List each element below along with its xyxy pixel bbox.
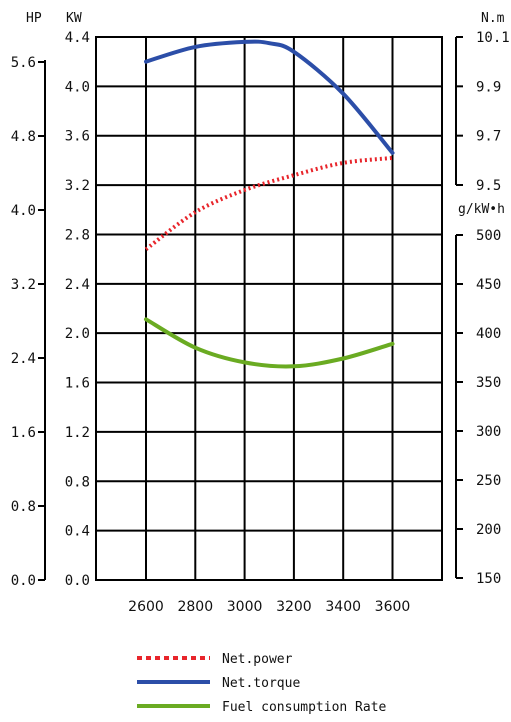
x-axis: 2600 2800 3000 3200 3400 3600 <box>128 599 410 615</box>
fuel-tick-label: 350 <box>476 375 501 391</box>
kw-tick-label: 1.6 <box>65 376 90 392</box>
torque-axis-label: N.m <box>481 11 505 26</box>
hp-tick-label: 2.4 <box>11 351 36 367</box>
kw-tick-label: 0.8 <box>65 474 90 490</box>
fuel-tick-label: 400 <box>476 326 501 342</box>
hp-tick-label: 5.6 <box>11 55 36 71</box>
hp-tick-label: 0.0 <box>11 573 36 589</box>
series-line-net-power <box>144 155 393 251</box>
kw-axis-label: KW <box>66 11 82 26</box>
fuel-axis-label: g/kW•h <box>458 202 505 217</box>
x-tick-label: 2800 <box>177 599 213 615</box>
kw-tick-label: 3.6 <box>65 129 90 145</box>
x-tick-label: 3600 <box>375 599 411 615</box>
fuel-tick-label: 150 <box>476 571 501 587</box>
series-line-net-torque <box>144 39 395 155</box>
x-tick-label: 3200 <box>276 599 312 615</box>
hp-axis-label: HP <box>26 11 42 26</box>
legend-label-fuel-consumption-rate: Fuel consumption Rate <box>222 700 387 715</box>
fuel-tick-label: 200 <box>476 522 501 538</box>
plot-border <box>95 36 443 581</box>
fuel-tick-label: 250 <box>476 473 501 489</box>
torque-tick-label: 9.9 <box>476 79 501 95</box>
fuel-tick-label: 300 <box>476 424 501 440</box>
x-tick-label: 2600 <box>128 599 164 615</box>
series-lines <box>144 39 395 369</box>
kw-tick-label: 1.2 <box>65 425 90 441</box>
kw-tick-label: 4.4 <box>65 30 90 46</box>
series-line-fuel-consumption-rate <box>144 317 395 369</box>
hp-tick-label: 4.0 <box>11 203 36 219</box>
kw-tick-label: 0.4 <box>65 524 90 540</box>
fuel-axis: 500 450 400 350 300 250 200 150 <box>455 228 501 587</box>
hp-axis: 5.6 4.8 4.0 3.2 2.4 1.6 0.8 0.0 <box>11 55 46 589</box>
kw-tick-label: 4.0 <box>65 79 90 95</box>
torque-axis: 10.1 9.9 9.7 9.5 <box>455 30 510 194</box>
torque-tick-label: 9.5 <box>476 178 501 194</box>
torque-tick-label: 9.7 <box>476 129 501 145</box>
hp-tick-label: 1.6 <box>11 425 36 441</box>
x-tick-label: 3000 <box>227 599 263 615</box>
fuel-tick-label: 500 <box>476 228 501 244</box>
kw-tick-label: 2.0 <box>65 326 90 342</box>
hp-tick-label: 4.8 <box>11 129 36 145</box>
grid <box>96 37 442 580</box>
kw-tick-label: 0.0 <box>65 573 90 589</box>
kw-tick-label: 3.2 <box>65 178 90 194</box>
hp-tick-label: 0.8 <box>11 499 36 515</box>
legend-label-net-power: Net.power <box>222 652 293 667</box>
plot-frame <box>95 36 443 581</box>
kw-tick-label: 2.8 <box>65 227 90 243</box>
legend-label-net-torque: Net.torque <box>222 676 300 691</box>
kw-axis: 4.4 4.0 3.6 3.2 2.8 2.4 2.0 1.6 1.2 0.8 0.4 0.0 <box>65 30 90 589</box>
hp-tick-label: 3.2 <box>11 277 36 293</box>
torque-tick-label: 10.1 <box>476 30 510 46</box>
kw-tick-label: 2.4 <box>65 277 90 293</box>
legend: Net.power Net.torque Fuel consumption Rate <box>137 652 387 715</box>
fuel-tick-label: 450 <box>476 277 501 293</box>
x-tick-label: 3400 <box>325 599 361 615</box>
